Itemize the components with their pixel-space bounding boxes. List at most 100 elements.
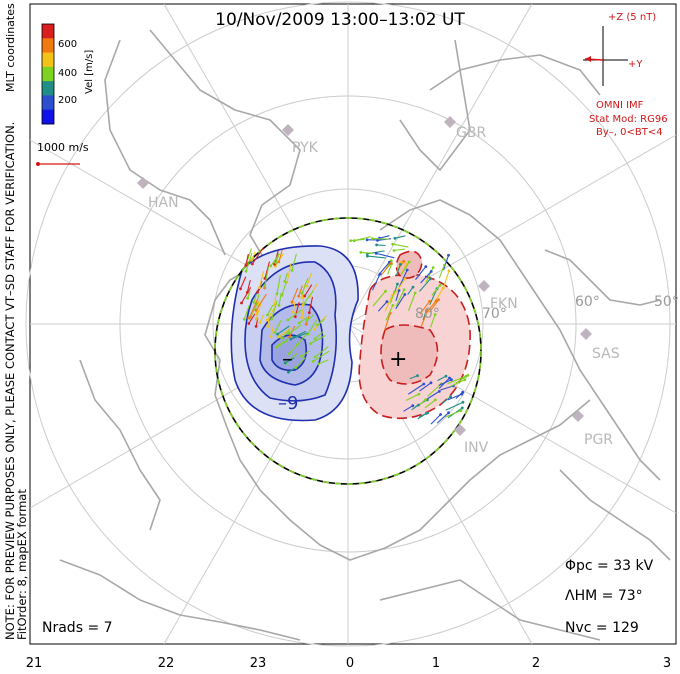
velocity-vector [438, 377, 450, 389]
station-label-han: HAN [148, 195, 179, 211]
velocity-vector [455, 374, 469, 384]
velocity-vector-origin [447, 253, 450, 257]
velocity-vector [291, 287, 299, 303]
velocity-vector [447, 393, 463, 401]
velocity-vectors [239, 235, 470, 425]
velocity-vector [250, 302, 259, 317]
velocity-vector-origin [280, 336, 283, 340]
velocity-vector [278, 292, 282, 306]
mlt-label-21: 21 [26, 656, 43, 671]
velocity-vector [284, 357, 295, 364]
velocity-vector-origin [439, 413, 442, 416]
velocity-vector-origin [274, 261, 278, 265]
velocity-vector-origin [441, 286, 445, 290]
colorbar-block [42, 24, 54, 39]
velocity-vector-origin [305, 319, 309, 323]
velocity-vector-origin [300, 296, 304, 300]
velocity-vector-origin [239, 287, 242, 291]
velocity-vector [281, 329, 291, 339]
velocity-vector [392, 243, 409, 248]
velocity-vector [245, 253, 253, 272]
velocity-vector-origin [266, 318, 269, 322]
velocity-vector [274, 320, 282, 333]
velocity-vector [376, 252, 395, 259]
velocity-vector-origin [424, 265, 428, 268]
velocity-vector [291, 253, 297, 271]
velocity-vector-origin [276, 332, 279, 336]
velocity-vector [264, 261, 271, 279]
velocity-vector-origin [434, 299, 438, 303]
velocity-vector [293, 330, 307, 338]
velocity-vector-origin [289, 337, 293, 341]
velocity-vector [408, 292, 416, 311]
velocity-vector-origin [305, 284, 309, 288]
mlt-axis: 21 22 23 0 1 2 3 [26, 656, 671, 671]
velocity-vector-origin [277, 260, 281, 264]
velocity-vector [372, 273, 381, 291]
velocity-vector [420, 271, 432, 284]
velocity-vector-origin [396, 282, 399, 286]
velocity-vector [441, 396, 451, 405]
velocity-vector-origin [263, 286, 266, 290]
velocity-vector [259, 314, 265, 323]
velocity-vector-origin [461, 400, 465, 404]
velocity-vector [376, 244, 386, 247]
velocity-vector [407, 286, 414, 295]
velocity-vector-origin [366, 254, 369, 258]
velocity-vector [407, 383, 425, 395]
velocity-vector-origin [300, 355, 303, 358]
velocity-vector [276, 275, 281, 294]
velocity-vector-origin [269, 264, 273, 268]
velocity-vector [301, 350, 310, 357]
stat-model-label: Stat Mod: RG96 [589, 114, 668, 125]
velocity-vector [420, 310, 428, 327]
hm-latitude: ΛHM = 73° [565, 588, 643, 604]
velocity-vector [430, 314, 436, 328]
velocity-vector [447, 375, 467, 385]
colorbar-tick-600: 600 [58, 39, 77, 50]
velocity-vector [267, 314, 271, 327]
velocity-vector-origin [437, 298, 440, 302]
latitude-label-50: 50° [654, 294, 679, 310]
mlt-label-2: 2 [532, 656, 540, 671]
velocity-vector-origin [300, 316, 304, 320]
velocity-vector [292, 301, 296, 313]
imf-z-label: +Z (5 nT) [608, 12, 656, 23]
velocity-vector-origin [389, 259, 393, 263]
velocity-vector [288, 324, 302, 334]
velocity-vector-origin [384, 289, 387, 293]
velocity-vector [298, 285, 303, 297]
velocity-vector-origin [376, 239, 379, 242]
velocity-vector [372, 290, 386, 307]
latitude-label-80: 80° [415, 306, 440, 322]
velocity-vector [317, 318, 325, 326]
station-marker [444, 116, 456, 128]
velocity-vector [438, 264, 445, 279]
station-label-pgr: PGR [584, 432, 613, 448]
velocity-vector-origin [391, 242, 395, 246]
velocity-vector-origin [277, 335, 281, 339]
velocity-vector-origin [246, 296, 250, 300]
velocity-vector-origin [437, 390, 441, 393]
velocity-vector [379, 235, 390, 239]
velocity-vector-origin [288, 335, 291, 339]
velocity-vector-origin [424, 412, 428, 415]
velocity-vector-origin [297, 294, 301, 298]
velocity-vector [248, 313, 256, 324]
velocity-vector [318, 359, 329, 365]
velocity-vector [307, 319, 318, 335]
velocity-vector-origin [274, 345, 278, 349]
velocity-vector [395, 290, 400, 301]
velocity-vector-origin [416, 374, 419, 377]
velocity-vector [302, 295, 305, 306]
velocity-vector [443, 270, 450, 288]
velocity-vector-origin [287, 370, 290, 374]
velocity-vector-origin [248, 316, 251, 320]
velocity-vector-origin [399, 263, 402, 266]
mlt-label-23: 23 [250, 656, 267, 671]
velocity-vector-origin [402, 259, 406, 263]
velocity-vector [266, 307, 275, 321]
velocity-vector [393, 248, 405, 252]
velocity-vector [286, 262, 292, 283]
velocity-vector-origin [459, 409, 463, 412]
